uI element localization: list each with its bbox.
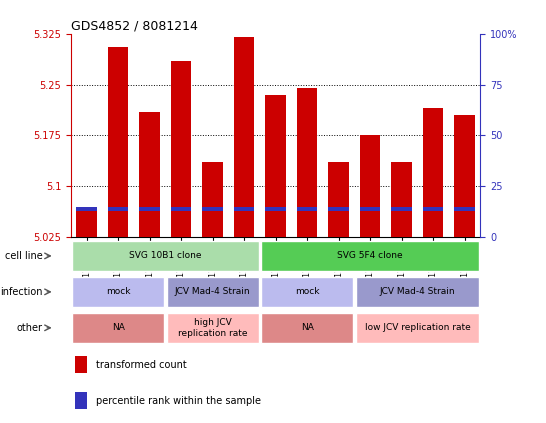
Bar bbox=[108, 207, 128, 211]
Bar bbox=[72, 313, 164, 343]
Text: JCV Mad-4 Strain: JCV Mad-4 Strain bbox=[379, 287, 455, 297]
Bar bbox=[360, 135, 381, 237]
Bar bbox=[261, 241, 479, 271]
Text: infection: infection bbox=[0, 287, 43, 297]
Text: transformed count: transformed count bbox=[96, 360, 186, 370]
Text: high JCV
replication rate: high JCV replication rate bbox=[178, 318, 247, 338]
Text: SVG 10B1 clone: SVG 10B1 clone bbox=[129, 251, 201, 261]
Bar bbox=[261, 277, 353, 307]
Text: SVG 5F4 clone: SVG 5F4 clone bbox=[337, 251, 403, 261]
Bar bbox=[234, 37, 254, 237]
Bar bbox=[76, 210, 97, 237]
Bar bbox=[356, 277, 479, 307]
Bar bbox=[203, 162, 223, 237]
Bar bbox=[454, 115, 475, 237]
Bar bbox=[356, 313, 479, 343]
Bar bbox=[265, 95, 286, 237]
Bar bbox=[167, 277, 259, 307]
Text: NA: NA bbox=[301, 323, 313, 332]
Text: percentile rank within the sample: percentile rank within the sample bbox=[96, 396, 260, 406]
Bar bbox=[265, 207, 286, 211]
Bar bbox=[139, 112, 160, 237]
Bar bbox=[391, 207, 412, 211]
Bar bbox=[75, 356, 87, 374]
Bar bbox=[423, 108, 443, 237]
Bar bbox=[171, 207, 192, 211]
Bar bbox=[234, 207, 254, 211]
Bar bbox=[139, 207, 160, 211]
Bar bbox=[76, 207, 97, 211]
Text: low JCV replication rate: low JCV replication rate bbox=[365, 323, 470, 332]
Bar bbox=[75, 392, 87, 409]
Text: mock: mock bbox=[295, 287, 319, 297]
Bar bbox=[360, 207, 381, 211]
Bar bbox=[72, 277, 164, 307]
Text: other: other bbox=[16, 323, 43, 333]
Bar bbox=[297, 207, 317, 211]
Bar bbox=[261, 313, 353, 343]
Bar bbox=[171, 61, 192, 237]
Text: cell line: cell line bbox=[4, 251, 43, 261]
Text: JCV Mad-4 Strain: JCV Mad-4 Strain bbox=[175, 287, 251, 297]
Text: GDS4852 / 8081214: GDS4852 / 8081214 bbox=[71, 20, 198, 33]
Bar bbox=[108, 47, 128, 237]
Bar bbox=[329, 207, 349, 211]
Text: mock: mock bbox=[106, 287, 130, 297]
Bar bbox=[167, 313, 259, 343]
Bar bbox=[72, 241, 259, 271]
Bar bbox=[454, 207, 475, 211]
Bar bbox=[391, 162, 412, 237]
Bar bbox=[297, 88, 317, 237]
Text: NA: NA bbox=[112, 323, 124, 332]
Bar bbox=[203, 207, 223, 211]
Bar bbox=[329, 162, 349, 237]
Bar bbox=[423, 207, 443, 211]
